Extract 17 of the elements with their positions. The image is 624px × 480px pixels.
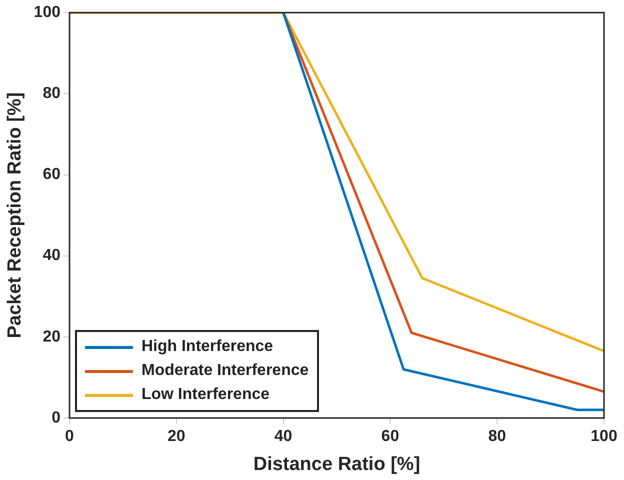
x-tick-label: 40 [274,428,292,446]
y-tick-label: 20 [42,328,61,346]
x-tick-label: 20 [168,428,186,446]
x-tick-label: 0 [65,428,74,446]
legend-label: Moderate Interference [141,362,309,380]
y-tick-label: 0 [52,409,61,426]
x-axis-title: Distance Ratio [%] [253,454,420,475]
y-tick-label: 40 [42,247,61,264]
y-tick-label: 100 [34,4,61,22]
x-tick-label: 60 [381,428,400,446]
x-tick-label: 100 [590,428,618,446]
y-tick-label: 60 [42,166,61,184]
y-tick-label: 80 [42,85,61,102]
legend-label: High Interference [141,338,274,356]
x-tick-label: 80 [488,428,506,446]
legend-label: Low Interference [141,386,270,404]
y-axis-title: Packet Reception Ratio [%] [4,92,26,338]
